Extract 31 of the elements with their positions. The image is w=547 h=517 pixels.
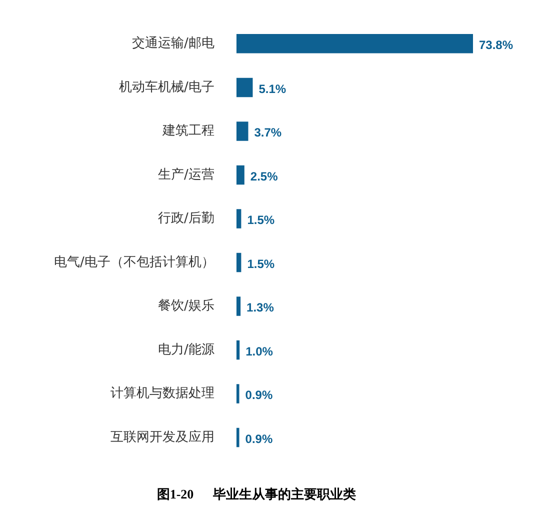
bar [236, 209, 242, 228]
y-tick-label: 电力/能源 [158, 342, 214, 358]
y-tick-label: 计算机与数据处理 [110, 386, 214, 402]
bar [236, 428, 240, 448]
bar [236, 165, 244, 185]
data-label: 0.9% [245, 388, 273, 402]
data-label: 1.3% [246, 300, 274, 315]
bar [236, 384, 240, 404]
bar [236, 78, 253, 98]
data-label: 1.5% [247, 213, 275, 228]
data-label: 1.5% [247, 256, 275, 271]
bar [236, 340, 240, 360]
data-label: 5.1% [258, 82, 286, 96]
data-label: 0.9% [245, 432, 273, 446]
y-tick-label: 餐饮/娱乐 [158, 298, 214, 314]
y-tick-label: 机动车机械/电子 [118, 80, 214, 95]
y-tick-label: 互联网开发及应用 [110, 428, 214, 445]
data-label: 2.5% [250, 169, 278, 184]
bar [236, 252, 242, 272]
bar [236, 122, 248, 141]
y-tick-label: 电气/电子（不包括计算机） [54, 254, 214, 270]
y-tick-label: 生产/运营 [158, 167, 214, 182]
y-tick-label: 行政/后勤 [158, 211, 214, 226]
bar [236, 34, 473, 54]
y-tick-label: 建筑工程 [161, 124, 214, 139]
data-label: 3.7% [254, 126, 282, 140]
bar [236, 296, 241, 316]
data-label: 73.8% [479, 38, 514, 52]
y-tick-label: 交通运输/邮电 [132, 35, 214, 52]
text: 图1-20 毕业生从事的主要职业类 [156, 486, 356, 502]
data-label: 1.0% [246, 344, 274, 358]
